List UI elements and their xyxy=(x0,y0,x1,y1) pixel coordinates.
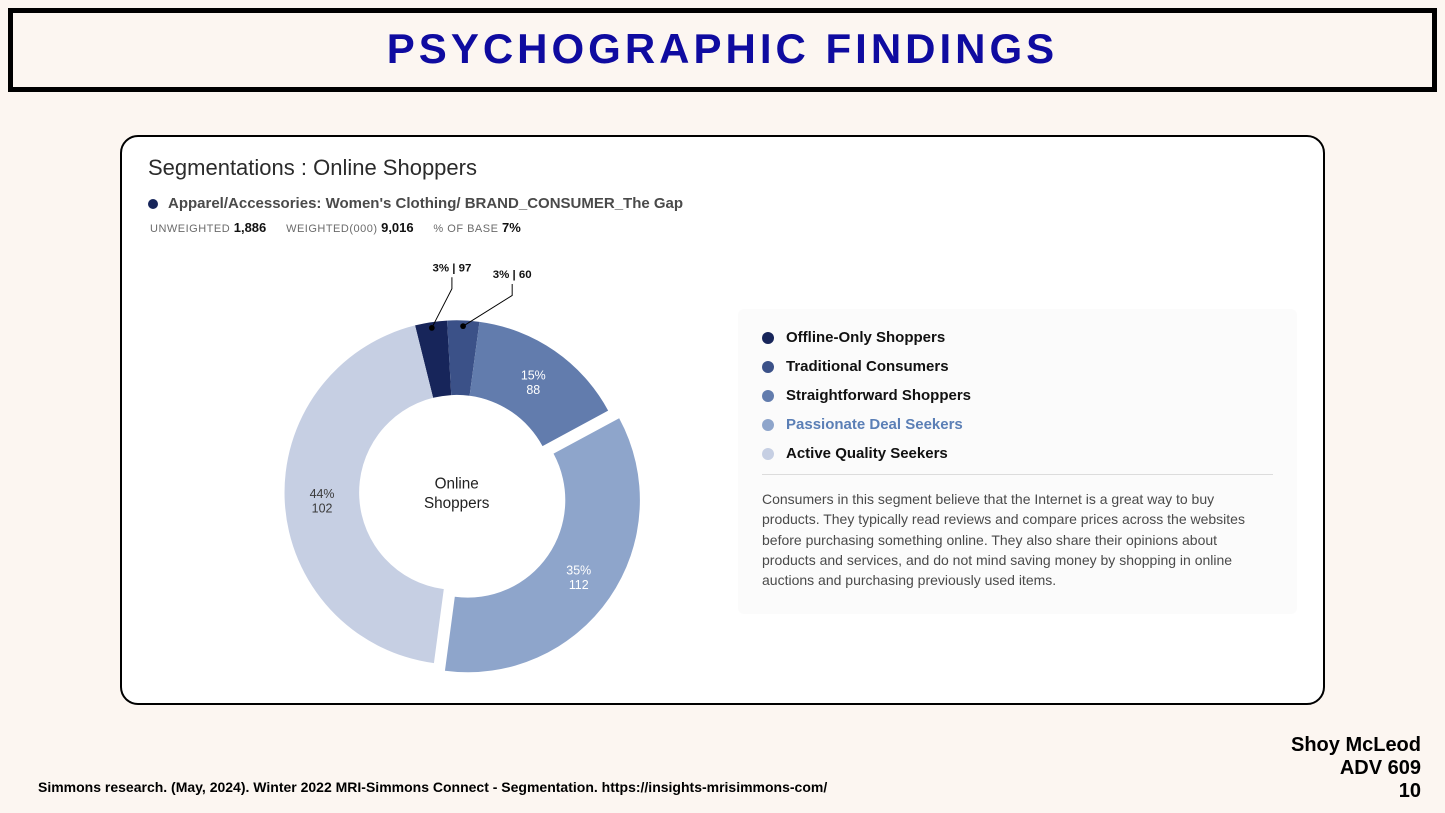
slice-idx-label: 102 xyxy=(312,501,333,515)
title-frame: PSYCHOGRAPHIC FINDINGS xyxy=(8,8,1437,92)
callout-line xyxy=(463,284,512,326)
donut-slice xyxy=(445,418,640,672)
legend-swatch-icon xyxy=(762,361,774,373)
segment-description: Consumers in this segment believe that t… xyxy=(762,489,1273,590)
weighted-label: WEIGHTED(000) xyxy=(286,223,377,235)
callout-dot-icon xyxy=(460,323,466,329)
legend-label: Active Quality Seekers xyxy=(786,445,948,462)
legend-item[interactable]: Traditional Consumers xyxy=(762,358,1273,375)
legend-swatch-icon xyxy=(762,332,774,344)
legend-item[interactable]: Straightforward Shoppers xyxy=(762,387,1273,404)
slice-pct-label: 35% xyxy=(566,564,591,578)
legend-label: Traditional Consumers xyxy=(786,358,949,375)
legend-item[interactable]: Active Quality Seekers xyxy=(762,445,1273,462)
legend-label: Passionate Deal Seekers xyxy=(786,416,963,433)
study-row: Apparel/Accessories: Women's Clothing/ B… xyxy=(148,195,1297,212)
pctbase-label: % OF BASE xyxy=(433,223,498,235)
pctbase-value: 7% xyxy=(502,220,521,235)
slice-idx-label: 112 xyxy=(569,578,589,592)
study-dot-icon xyxy=(148,199,158,209)
legend: Offline-Only Shoppers Traditional Consume… xyxy=(738,309,1297,614)
slice-pct-label: 15% xyxy=(521,369,546,383)
unweighted-value: 1,886 xyxy=(234,220,267,235)
legend-label: Offline-Only Shoppers xyxy=(786,329,945,346)
donut-chart: 15%88 35%112 44%102 3% | 97 3% | 60 Online Sho… xyxy=(148,239,708,679)
citation: Simmons research. (May, 2024). Winter 20… xyxy=(38,779,827,795)
legend-item[interactable]: Offline-Only Shoppers xyxy=(762,329,1273,346)
legend-item[interactable]: Passionate Deal Seekers xyxy=(762,416,1273,433)
donut-center-label-bottom: Shoppers xyxy=(424,495,490,512)
legend-swatch-icon xyxy=(762,419,774,431)
page-title: PSYCHOGRAPHIC FINDINGS xyxy=(13,25,1432,73)
slice-idx-label: 88 xyxy=(526,383,540,397)
study-label: Apparel/Accessories: Women's Clothing/ B… xyxy=(168,195,683,212)
unweighted-label: UNWEIGHTED xyxy=(150,223,230,235)
course-code: ADV 609 xyxy=(1291,757,1421,780)
donut-center-label-top: Online xyxy=(435,476,479,493)
callout-label: 3% | 60 xyxy=(493,269,532,281)
author-name: Shoy McLeod xyxy=(1291,734,1421,757)
stats-row: UNWEIGHTED 1,886 WEIGHTED(000) 9,016 % O… xyxy=(148,220,1297,235)
donut-slice xyxy=(285,325,444,663)
legend-divider xyxy=(762,474,1273,475)
legend-swatch-icon xyxy=(762,390,774,402)
callout-dot-icon xyxy=(429,325,435,331)
segmentation-title: Segmentations : Online Shoppers xyxy=(148,155,1297,181)
callout-label: 3% | 97 xyxy=(432,263,471,275)
legend-swatch-icon xyxy=(762,448,774,460)
weighted-value: 9,016 xyxy=(381,220,414,235)
callout-line xyxy=(432,277,452,328)
page-number: 10 xyxy=(1291,780,1421,803)
chart-panel: Segmentations : Online Shoppers Apparel/… xyxy=(120,135,1325,705)
slice-pct-label: 44% xyxy=(310,487,335,501)
author-block: Shoy McLeod ADV 609 10 xyxy=(1291,734,1421,803)
legend-label: Straightforward Shoppers xyxy=(786,387,971,404)
